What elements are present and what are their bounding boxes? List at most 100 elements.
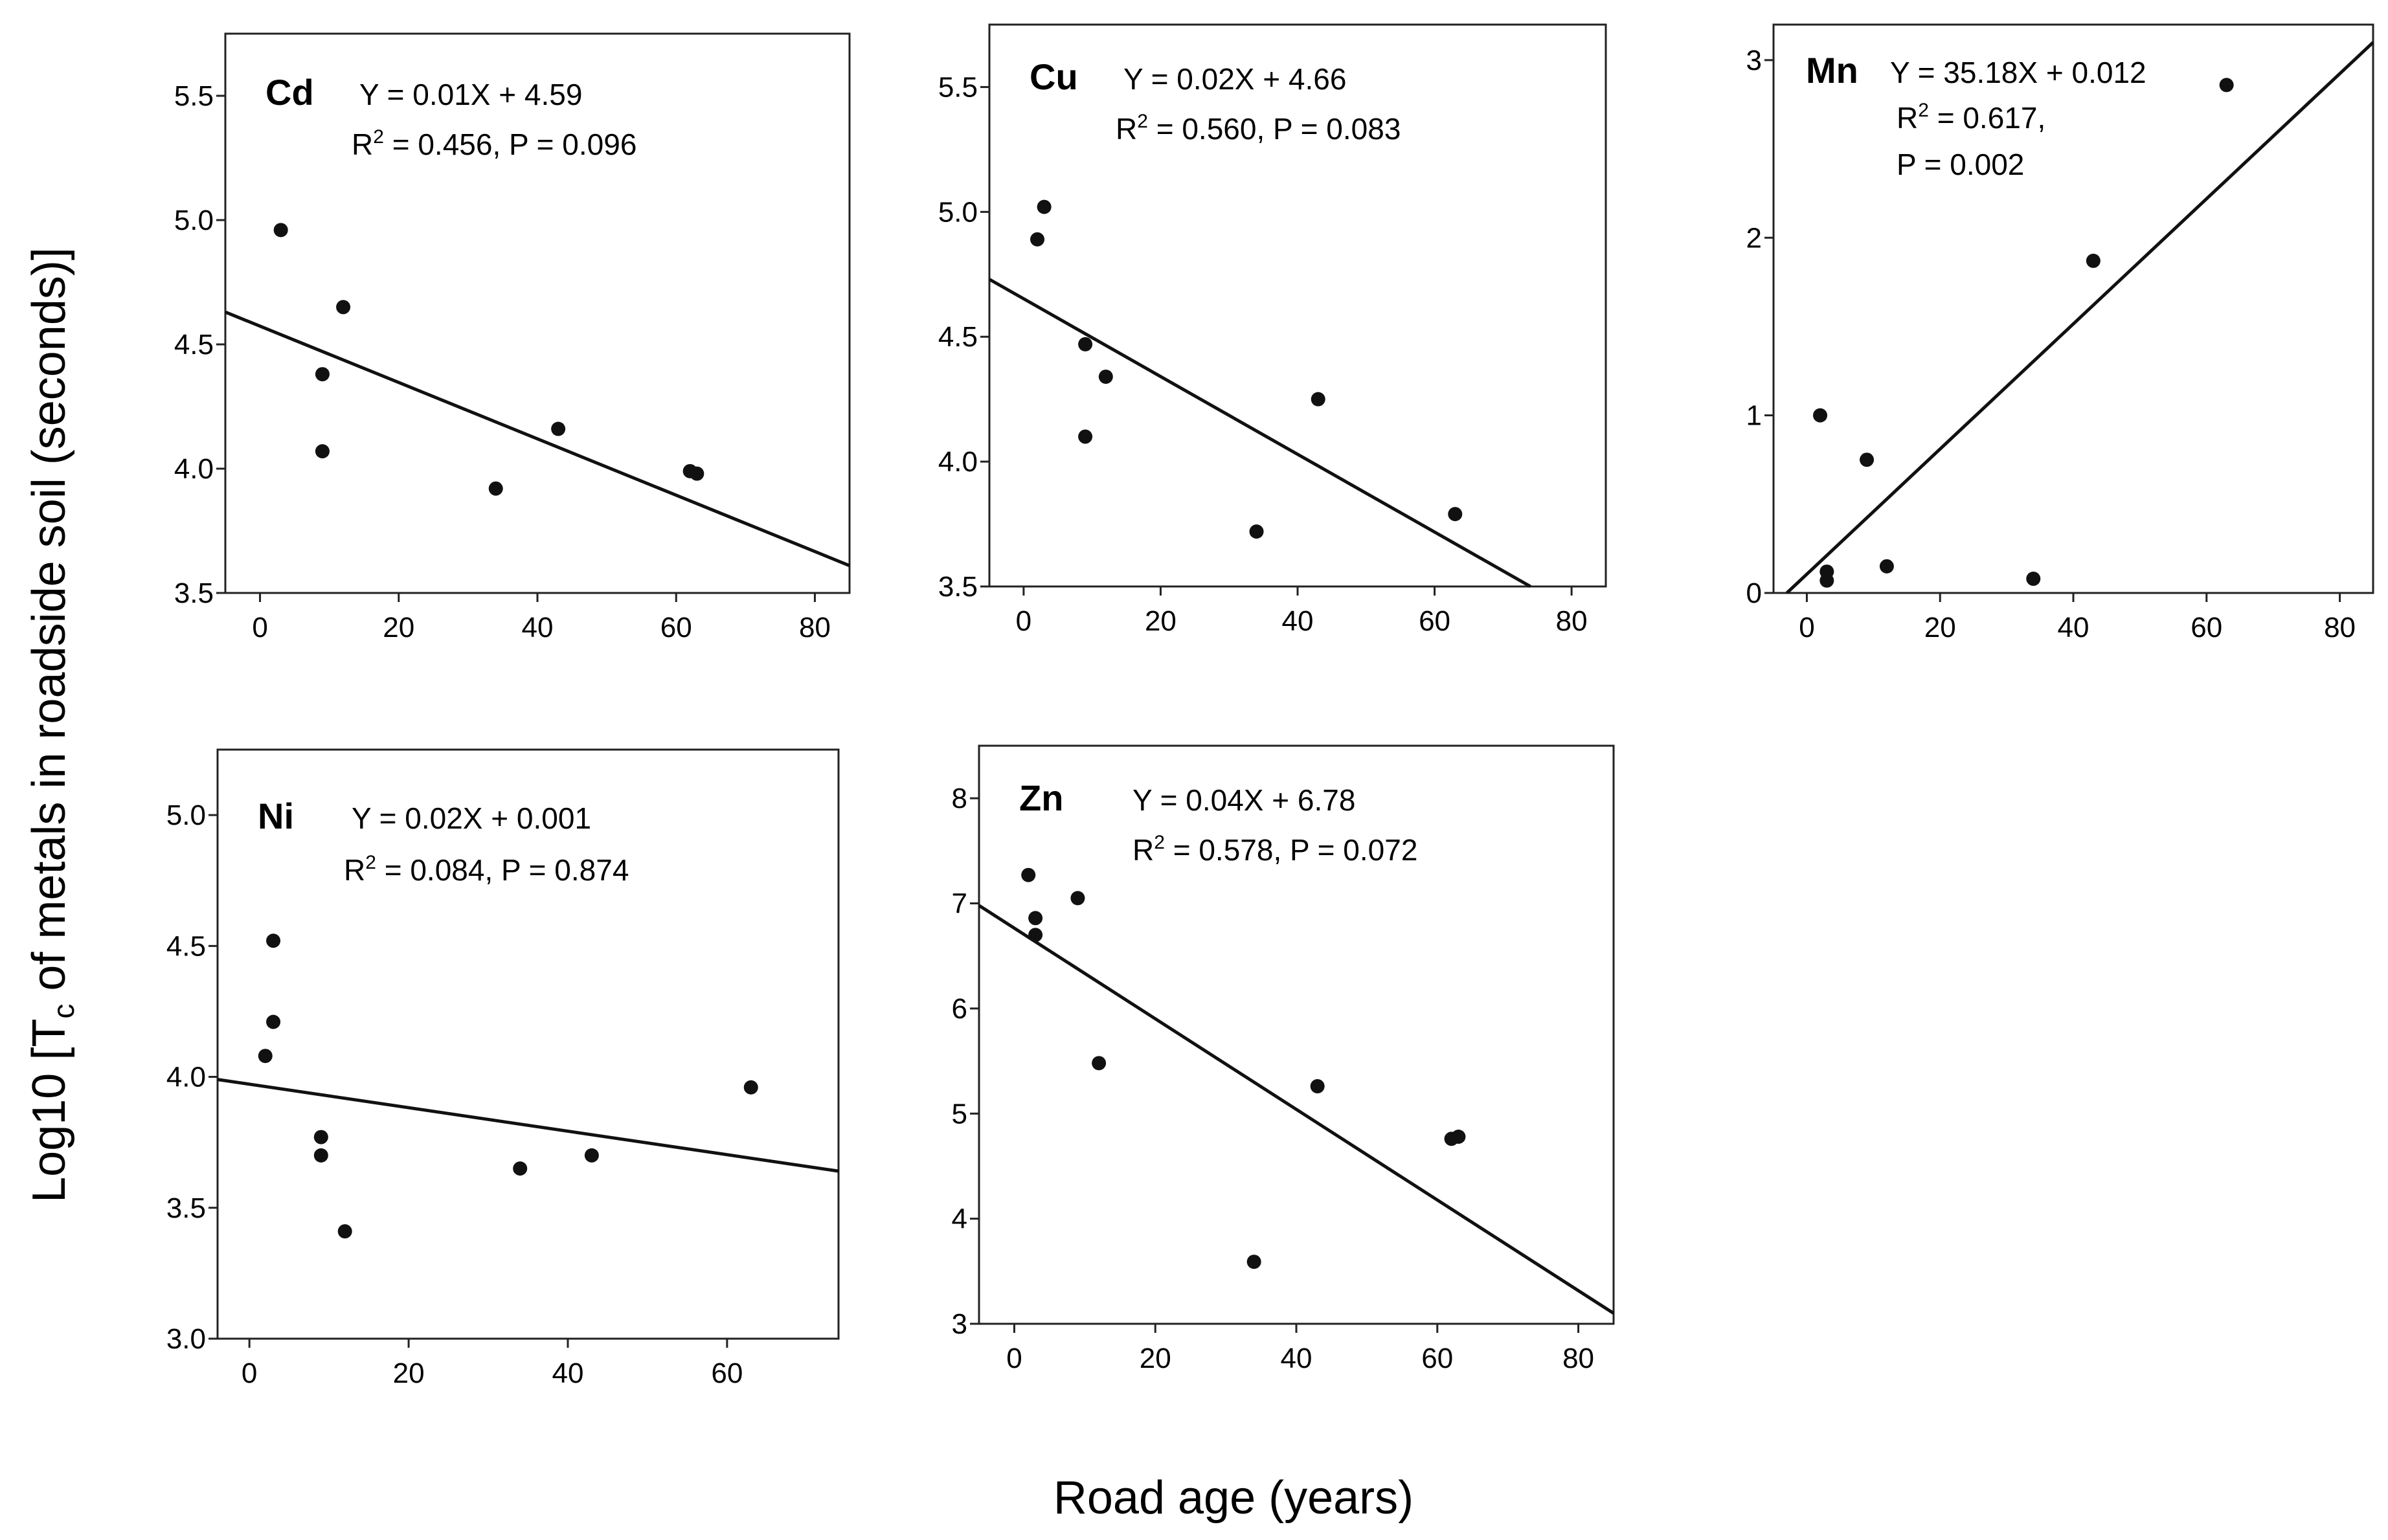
regression-equation-cu: Y = 0.02X + 4.66 [1123,62,1346,96]
x-tick-label: 60 [1419,605,1450,637]
y-tick-label: 4.0 [174,453,214,485]
x-tick-label: 0 [1006,1343,1022,1374]
data-point [1078,429,1093,444]
metal-label-cu: Cu [1030,56,1078,97]
x-tick-label: 60 [1421,1343,1453,1374]
fit-line-zn [978,904,1615,1315]
r-squared-value: = 0.084, P = 0.874 [376,853,629,887]
r-exponent: 2 [1154,832,1165,853]
data-point [313,1148,328,1163]
x-tick-label: 0 [1799,612,1814,643]
y-axis-title-rest: of metals in roadside soil (seconds)] [23,247,75,1004]
data-point [743,1080,758,1095]
metal-label-cd: Cd [265,72,314,113]
panel-frame-cu [988,23,1607,588]
x-tick-label: 60 [660,612,692,643]
x-tick-label: 40 [2058,612,2090,643]
data-point [266,1014,281,1029]
x-tick-label: 40 [552,1357,583,1389]
x-tick-label: 20 [1140,1343,1171,1374]
x-tick-label: 80 [799,612,831,643]
r-squared-label-ni: R2 = 0.084, P = 0.874 [344,852,629,887]
data-point [551,421,566,436]
data-point [1249,524,1264,539]
regression-equation-zn: Y = 0.04X + 6.78 [1132,783,1355,817]
x-axis-title: Road age (years) [1053,1472,1414,1524]
r-exponent: 2 [365,852,376,873]
y-tick-label: 4.0 [938,446,978,478]
fit-line-cu [988,278,1531,588]
y-tick-label: 3.5 [938,571,978,603]
y-tick-label: 4 [952,1203,967,1235]
y-tick-label: 5.0 [938,196,978,228]
metal-label-ni: Ni [258,796,294,836]
r-squared-label-cd: R2 = 0.456, P = 0.096 [352,126,636,161]
metal-label-zn: Zn [1019,777,1063,818]
x-tick-label: 0 [252,612,267,643]
r-squared-label-zn: R2 = 0.578, P = 0.072 [1132,832,1417,867]
data-point [1448,507,1463,522]
panel-frame-mn [1772,23,2374,594]
x-tick-label: 20 [383,612,414,643]
r-squared-label-cu: R2 = 0.560, P = 0.083 [1116,111,1401,146]
r-symbol: R [344,853,365,887]
data-point [2026,572,2041,586]
x-tick-label: 80 [1556,605,1588,637]
y-axis-title-subscript: c [47,1004,80,1019]
x-tick-label: 20 [1924,612,1956,643]
data-point [1813,408,1828,423]
r-symbol: R [1116,112,1137,146]
data-point [1092,1056,1107,1071]
data-point [1030,232,1045,247]
x-tick-label: 80 [1562,1343,1594,1374]
r-symbol: R [352,128,373,161]
y-tick-label: 4.0 [166,1062,206,1093]
panel-cu: 0 20 40 60 80 3.5 4.0 4.5 5.0 5.5 Cu Y = 0.02X + 4.… [938,23,1607,637]
data-point [2219,78,2234,93]
data-point [337,1224,352,1239]
y-tick-label: 6 [952,993,967,1025]
r-symbol: R [1897,101,1918,135]
data-point [336,300,351,315]
y-tick-label: 5.0 [174,205,214,236]
y-axis-title: Log10 [Tc of metals in roadside soil (se… [23,247,80,1203]
panels-group: 0 20 40 60 803.54.04.55.05.5 Cd Y = 0.01X + 4.… [166,23,2374,1389]
data-point [315,367,330,382]
svg-text:Log10 [Tc of metals in roadsid: Log10 [Tc of metals in roadside soil (se… [23,247,80,1203]
data-point [1860,452,1875,467]
data-point [1028,911,1043,926]
x-tick-label: 0 [242,1357,257,1389]
data-point [1078,337,1093,352]
y-tick-label: 3 [952,1308,967,1340]
x-tick-label: 40 [1282,605,1314,637]
regression-equation-mn: Y = 35.18X + 0.012 [1890,56,2146,89]
y-tick-label: 3.5 [174,577,214,609]
panel-frame-zn [978,744,1615,1325]
r-squared-value: = 0.617, [1929,101,2045,135]
data-point [258,1049,273,1064]
y-tick-label: 5.0 [166,799,206,831]
y-tick-label: 4.5 [938,321,978,353]
y-tick-label: 2 [1746,222,1762,254]
data-point [273,223,288,238]
r-squared-value: = 0.456, P = 0.096 [384,128,636,161]
data-point [313,1130,328,1144]
data-point [315,444,330,459]
y-tick-label: 3 [1746,45,1762,76]
data-point [1451,1129,1466,1144]
panel-cd: 0 20 40 60 80 3.5 4.0 4.5 5.0 5.5 Cd Y = 0.01X + 4.… [174,32,851,643]
x-tick-label: 60 [711,1357,743,1389]
data-point [584,1148,599,1163]
y-tick-label: 0 [1746,577,1762,609]
data-point [513,1161,528,1176]
y-tick-label: 7 [952,888,967,920]
metal-label-mn: Mn [1806,50,1858,91]
panel-frame-cd [224,32,851,594]
data-point [1879,559,1894,574]
data-point [1819,573,1834,588]
x-tick-label: 0 [1016,605,1031,637]
p-value-label-mn: P = 0.002 [1897,148,2024,181]
data-point [1021,867,1036,882]
